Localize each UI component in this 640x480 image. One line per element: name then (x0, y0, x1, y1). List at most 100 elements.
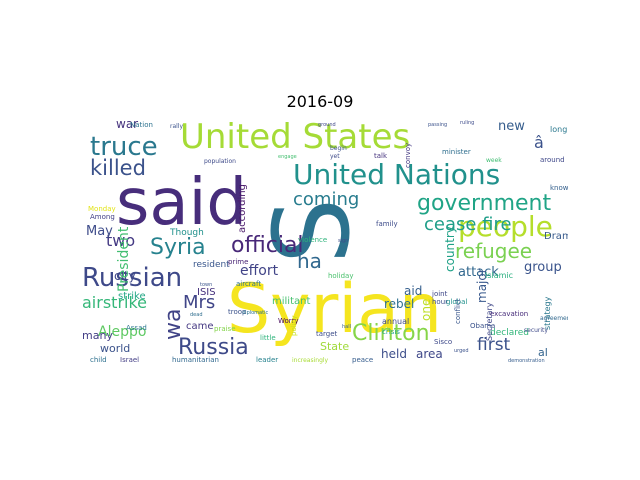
word-crisis: crisis (382, 328, 400, 336)
word-attack: attack (458, 265, 499, 280)
word-among: Among (90, 213, 115, 221)
word-president: President (116, 226, 132, 292)
word-airstrike: airstrike (82, 293, 147, 312)
word-rally: rally (170, 123, 183, 130)
word-militant: militant (272, 296, 310, 307)
word-passing: passing (428, 122, 447, 128)
word-cloud: Syrian said S United States United Natio… (80, 118, 568, 364)
word-said: said (116, 166, 247, 240)
word-peace: peace (352, 356, 373, 364)
word-israel: Israel (120, 356, 139, 364)
word-urged: urged (454, 348, 469, 354)
word-one: one (419, 299, 433, 321)
word-wa: wa (161, 309, 186, 340)
word-praise: praise (214, 325, 236, 333)
word-minister: minister (442, 148, 471, 156)
word-two: two (106, 231, 135, 250)
word-long: long (550, 125, 567, 134)
word-population: population (204, 158, 236, 165)
word-little: little (260, 334, 276, 342)
word-city: city (114, 269, 136, 283)
word-annual: annual (382, 317, 409, 326)
word-country: country (443, 226, 457, 272)
word-monday: Monday (88, 205, 116, 213)
chart-title: 2016-09 (286, 92, 354, 111)
word-killed: killed (90, 156, 146, 180)
word-prime: prime (228, 258, 248, 266)
word-islamic: Islamic (485, 271, 513, 280)
word-demonstration: demonstration (508, 358, 545, 364)
word-obama: Obama (470, 322, 495, 330)
word-worry: Worry (278, 317, 299, 325)
word-know: know (550, 184, 568, 192)
word-truce: truce (90, 132, 158, 162)
word-humanitarian: humanitarian (172, 356, 219, 364)
word-hour: hour (432, 298, 448, 306)
word-refugee: refugee (455, 239, 532, 263)
word-united-states: United States (180, 118, 410, 157)
word-global: global (446, 298, 467, 306)
word-joint: joint (431, 290, 448, 298)
word-a-circumflex: â (534, 133, 544, 152)
word-begin: begin (330, 145, 347, 152)
word-world: world (100, 342, 130, 355)
word-people: people (458, 210, 553, 243)
word-aircraft: aircraft (236, 280, 261, 288)
word-mrs: Mrs (183, 292, 215, 313)
word-cease-fire: cease fire (424, 214, 512, 235)
word-family: family (376, 220, 398, 228)
word-syria: Syria (150, 235, 206, 260)
word-increasingly: increasingly (292, 357, 329, 364)
word-sign: sign (338, 238, 348, 244)
word-excavation: excavation (490, 310, 528, 318)
word-strike: strike (118, 291, 146, 302)
word-troop: troop (228, 308, 247, 316)
word-aid: aid (404, 284, 422, 298)
word-week: week (486, 157, 502, 164)
word-declared: declared (490, 328, 529, 338)
word-agreement: agreement (540, 315, 568, 322)
word-ground: ground (318, 122, 336, 128)
word-area: area (416, 347, 443, 361)
word-aleppo: Aleppo (98, 324, 146, 340)
word-al: al (538, 346, 548, 359)
word-talk: talk (374, 152, 388, 160)
word-russian: Russian (82, 263, 182, 293)
word-may: May (86, 224, 113, 239)
word-cloud-canvas: Syrian said S United States United Natio… (82, 118, 568, 364)
word-state: State (320, 340, 349, 353)
word-security: security (524, 327, 548, 334)
word-around: around (540, 156, 565, 164)
word-effort: effort (240, 263, 279, 279)
word-according: according (237, 184, 248, 233)
word-ha: ha (297, 249, 322, 273)
word-holiday: holiday (328, 272, 353, 280)
word-nation: Nation (130, 121, 153, 129)
word-war: war (116, 118, 138, 131)
word-many: many (82, 329, 113, 342)
word-secretary: Secretary (485, 302, 494, 341)
word-new: new (498, 119, 525, 134)
word-group: group (524, 260, 562, 275)
word-convoy: convoy (404, 143, 412, 168)
word-clinton: Clinton (352, 321, 430, 346)
word-assad: Assad (126, 324, 147, 332)
word-major: major (475, 268, 489, 303)
word-isis: ISIS (197, 287, 216, 298)
word-engage: engage (278, 154, 297, 160)
word-though: Though (169, 228, 204, 238)
word-russia: Russia (178, 335, 249, 360)
word-strategy: strategy (543, 296, 552, 330)
word-government: government (417, 191, 551, 216)
word-came: came (186, 321, 214, 332)
word-rebel: rebel (384, 297, 414, 311)
word-violence: violence (298, 236, 327, 244)
word-s: S (251, 198, 373, 264)
word-first: first (477, 335, 511, 355)
word-dead: dead (190, 312, 203, 318)
word-syrian: Syrian (227, 270, 442, 349)
word-diplomatic: diplomatic (242, 310, 268, 316)
word-target: target (316, 330, 338, 338)
word-hall: hall (342, 324, 351, 330)
word-conflict: conflict (454, 298, 462, 324)
